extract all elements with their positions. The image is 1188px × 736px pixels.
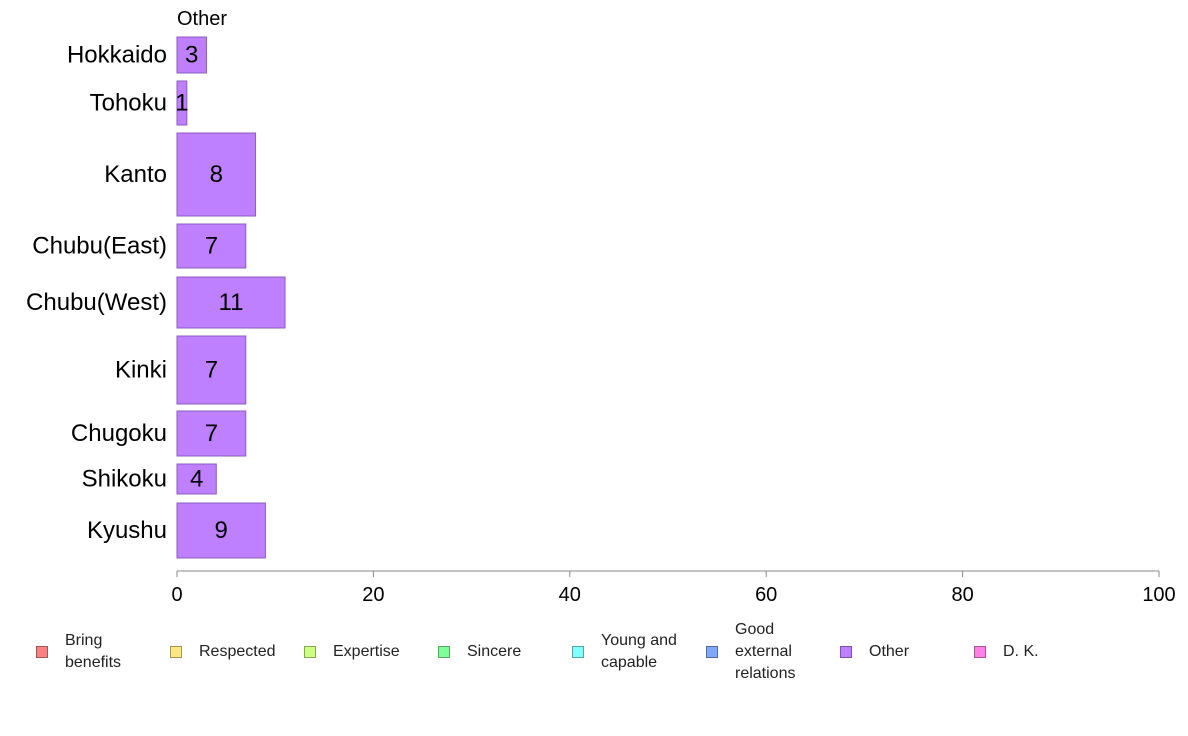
x-tick-label: 20 xyxy=(362,584,384,606)
bar xyxy=(176,223,247,269)
chart-title: Other xyxy=(177,8,227,30)
data-label: 4 xyxy=(190,466,203,493)
legend-label: Respected xyxy=(199,643,276,660)
legend-swatch xyxy=(438,646,450,658)
bar xyxy=(176,502,266,559)
legend-swatch xyxy=(170,646,182,658)
data-label: 7 xyxy=(205,357,218,384)
category-label: Kanto xyxy=(104,161,167,188)
bar xyxy=(176,463,217,495)
category-label: Chugoku xyxy=(71,420,167,447)
legend-item: D. K. xyxy=(974,641,1039,663)
data-label: 3 xyxy=(185,42,198,69)
data-label: 7 xyxy=(205,420,218,447)
legend-item: Young and capable xyxy=(572,630,677,674)
x-tick-label: 80 xyxy=(951,584,973,606)
category-label: Shikoku xyxy=(82,466,167,493)
legend: Bring benefits Respected Expertise Sincere Y… xyxy=(36,620,1156,690)
x-tick-label: 40 xyxy=(559,584,581,606)
category-label: Chubu(East) xyxy=(32,233,167,260)
x-tick-label: 60 xyxy=(755,584,777,606)
legend-swatch xyxy=(304,646,316,658)
legend-swatch xyxy=(572,646,584,658)
bar xyxy=(176,276,286,329)
legend-swatch xyxy=(706,646,718,658)
bar-chart: Other Hokkaido 3 Tohoku 1 Kanto 8 Chubu(East) 7… xyxy=(26,8,1176,606)
legend-item: Other xyxy=(840,641,909,663)
legend-label: Sincere xyxy=(467,643,522,660)
legend-swatch xyxy=(840,646,852,658)
category-label: Kyushu xyxy=(87,517,167,544)
legend-item: Good external relations xyxy=(706,619,795,685)
legend-label: D. K. xyxy=(1003,643,1039,660)
legend-label: Other xyxy=(869,643,910,660)
category-label: Hokkaido xyxy=(67,42,167,69)
legend-label: Bring benefits xyxy=(65,632,122,671)
x-tick-label: 100 xyxy=(1142,584,1175,606)
legend-swatch xyxy=(36,646,48,658)
data-label: 11 xyxy=(219,289,244,316)
data-label: 8 xyxy=(210,161,223,188)
bar xyxy=(176,36,207,74)
data-label: 1 xyxy=(175,90,188,117)
legend-item: Sincere xyxy=(438,641,521,663)
legend-label: Young and capable xyxy=(601,632,677,671)
category-label: Chubu(West) xyxy=(26,289,167,316)
bar xyxy=(176,410,247,457)
legend-label: Expertise xyxy=(333,643,400,660)
legend-label: Good external relations xyxy=(735,621,796,682)
legend-item: Respected xyxy=(170,641,276,663)
data-label: 7 xyxy=(205,233,218,260)
legend-swatch xyxy=(974,646,986,658)
category-label: Kinki xyxy=(115,357,167,384)
data-label: 9 xyxy=(215,517,228,544)
bar xyxy=(176,335,247,405)
legend-item: Bring benefits xyxy=(36,630,121,674)
legend-item: Expertise xyxy=(304,641,400,663)
x-tick-label: 0 xyxy=(171,584,182,606)
category-label: Tohoku xyxy=(90,90,167,117)
bar xyxy=(176,80,188,126)
bar xyxy=(176,132,257,217)
